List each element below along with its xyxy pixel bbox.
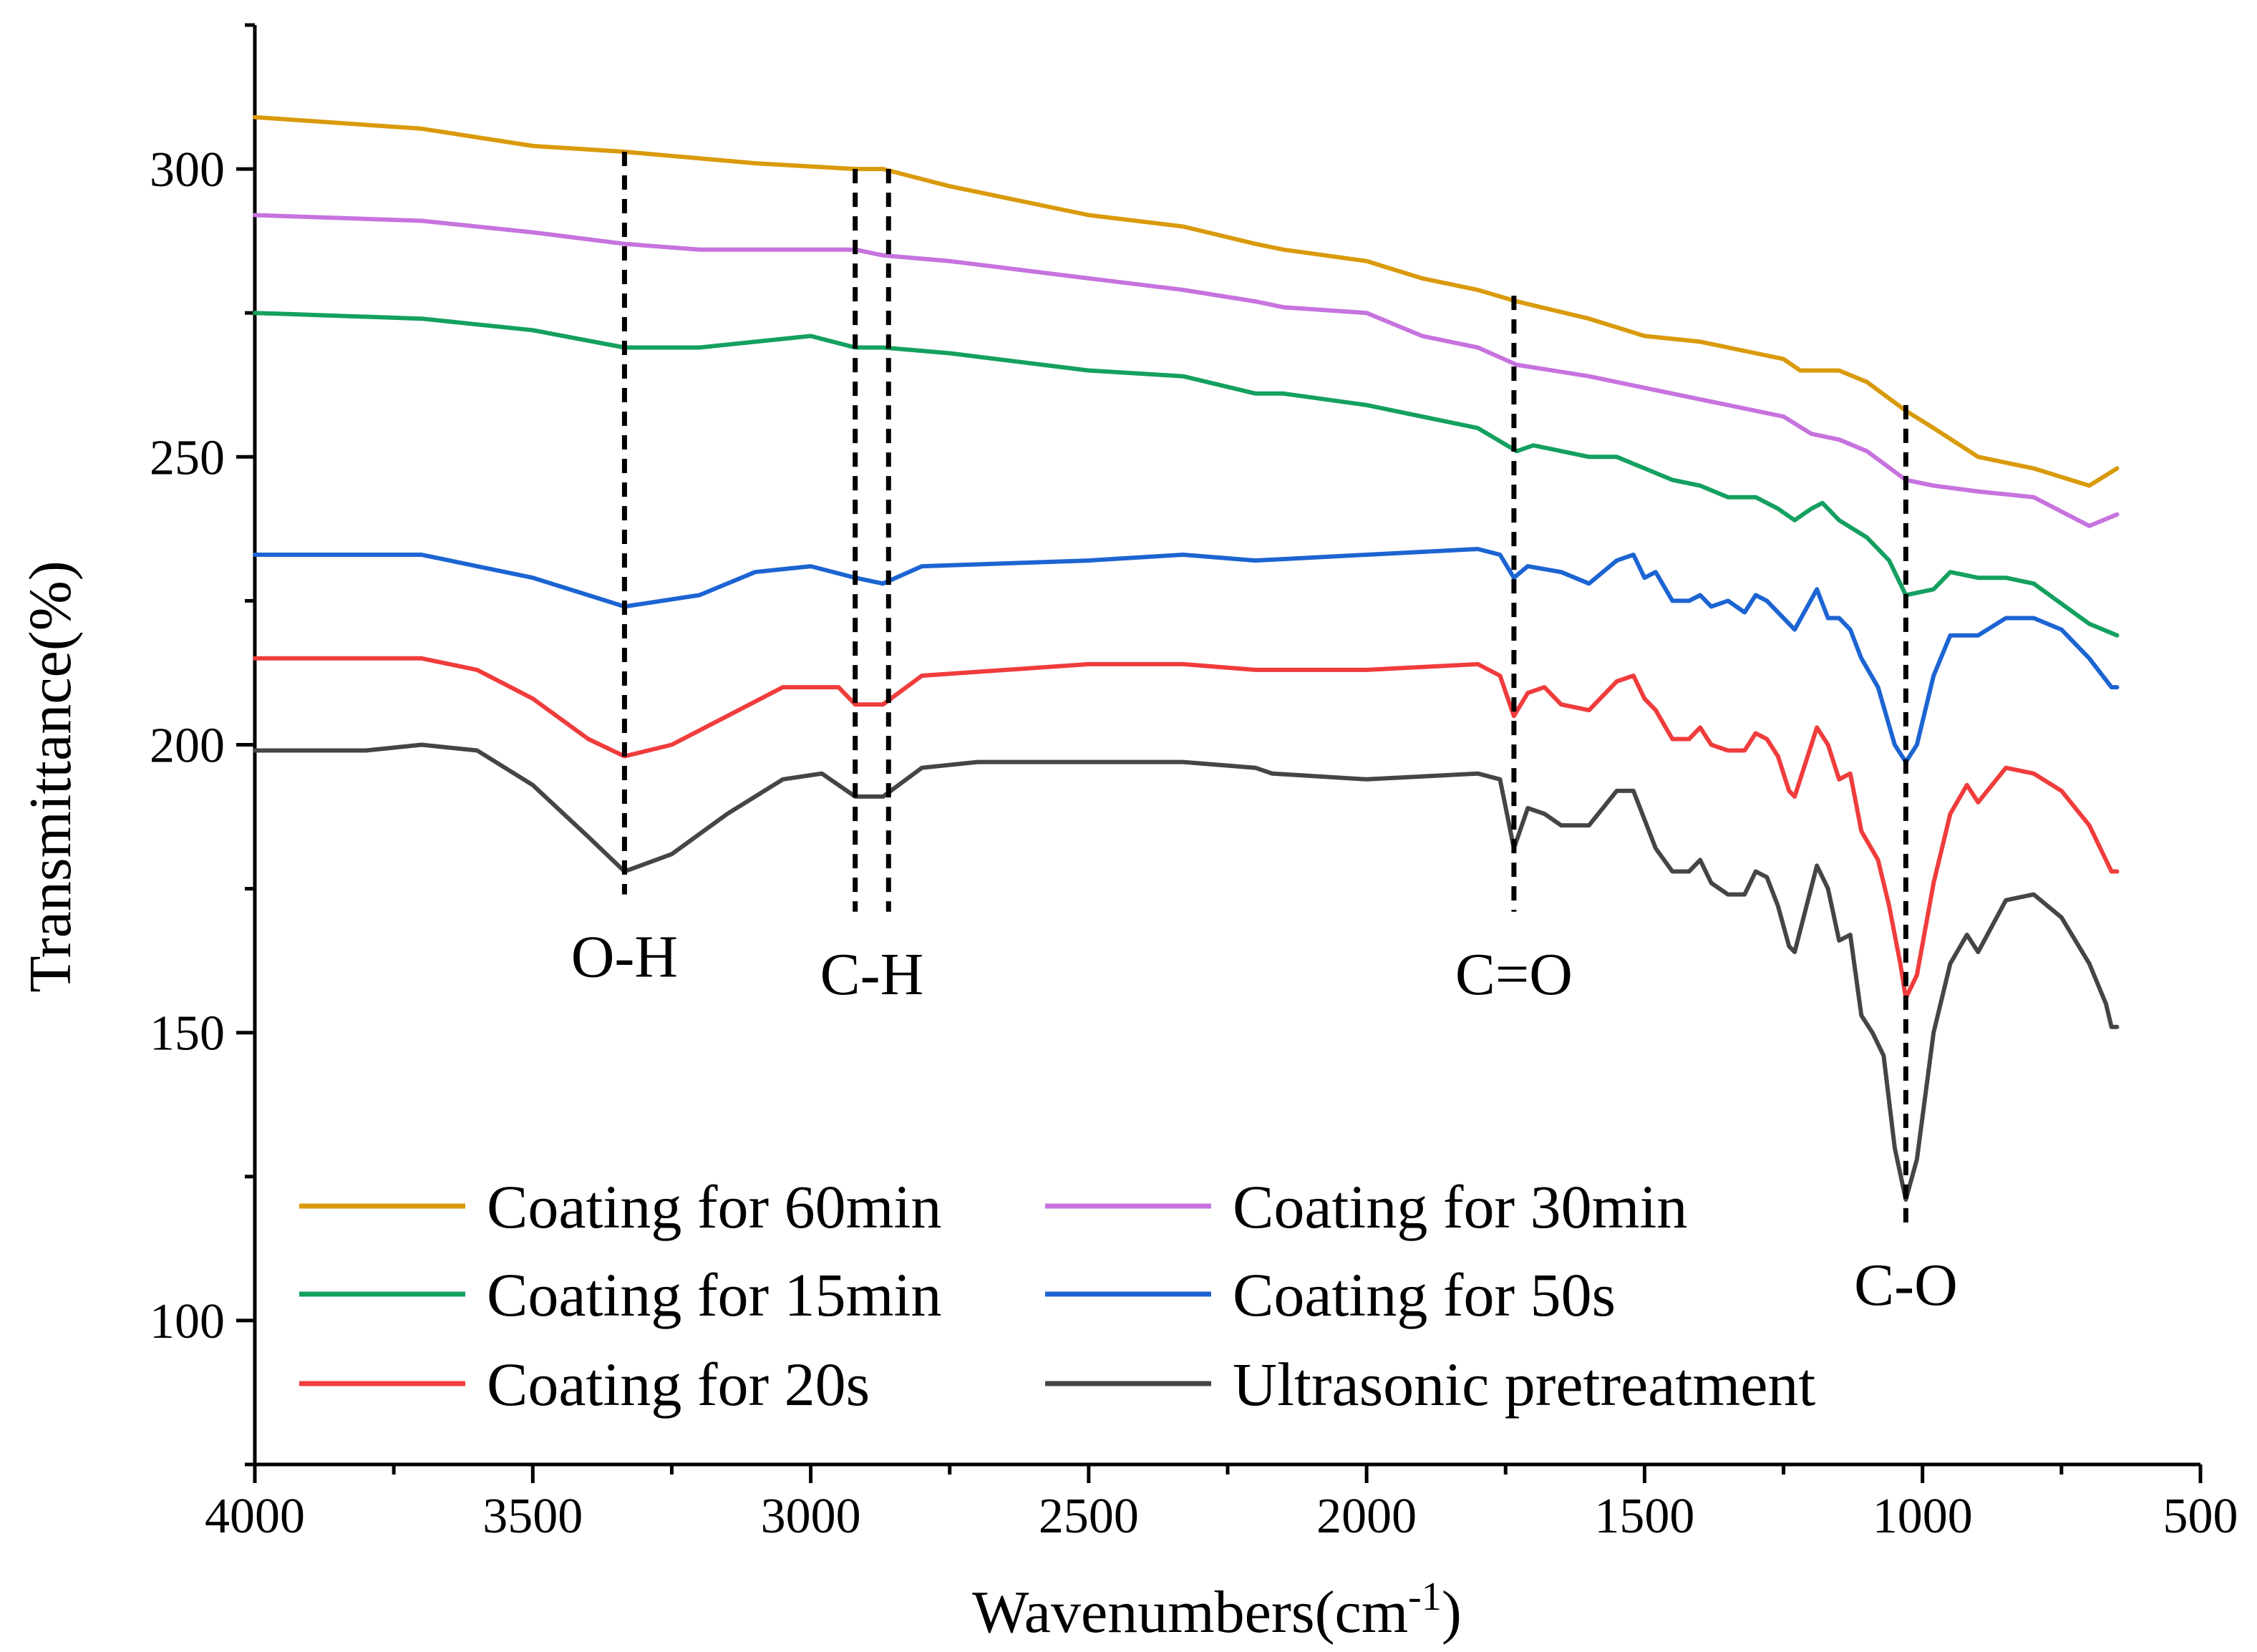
y-tick-label: 300 — [150, 142, 225, 198]
y-tick-label: 150 — [150, 1006, 225, 1061]
legend-label: Coating for 20s — [487, 1350, 870, 1419]
annotations-layer: O-H C-H C=O C-O — [571, 151, 1958, 1318]
x-axis-title-main: Wavenumbers(cm — [972, 1579, 1408, 1646]
series-layer — [253, 115, 2120, 1202]
x-tick-label: 3500 — [482, 1489, 583, 1544]
x-axis-title-superscript: -1 — [1408, 1575, 1442, 1619]
legend-label: Coating for 60min — [487, 1172, 941, 1241]
series-line — [253, 311, 2120, 638]
legend-label: Coating for 30min — [1233, 1172, 1687, 1241]
series-line — [253, 742, 2120, 1202]
x-tick-label: 500 — [2163, 1489, 2238, 1544]
y-axis-title: Transmittance(%) — [17, 560, 84, 992]
x-tick-label: 1500 — [1594, 1489, 1694, 1544]
y-tick-label: 100 — [150, 1294, 225, 1349]
legend-label: Coating for 15min — [487, 1260, 941, 1329]
legend: Coating for 60min Coating for 30min Coatin… — [299, 1172, 1815, 1419]
peak-label: C-H — [820, 941, 924, 1008]
axes-layer: 4000 3500 3000 2500 2000 1500 1000 500 100 150 200… — [150, 23, 2238, 1544]
legend-label: Coating for 50s — [1233, 1260, 1616, 1329]
series-line — [253, 656, 2120, 1001]
x-tick-label: 2000 — [1316, 1489, 1417, 1544]
x-axis-title: Wavenumbers(cm-1) — [972, 1575, 1462, 1646]
peak-label: O-H — [571, 924, 678, 991]
peak-label: C=O — [1455, 941, 1573, 1008]
legend-label: Ultrasonic pretreatment — [1233, 1350, 1815, 1419]
y-tick-label: 200 — [150, 719, 225, 774]
peak-label: C-O — [1854, 1252, 1958, 1318]
y-tick-label: 250 — [150, 430, 225, 485]
x-tick-label: 1000 — [1873, 1489, 1973, 1544]
series-line — [253, 547, 2120, 764]
x-tick-label: 2500 — [1039, 1489, 1139, 1544]
x-tick-label: 4000 — [205, 1489, 305, 1544]
series-line — [253, 115, 2120, 488]
x-axis-title-suffix: ) — [1442, 1579, 1462, 1646]
x-tick-label: 3000 — [761, 1489, 861, 1544]
